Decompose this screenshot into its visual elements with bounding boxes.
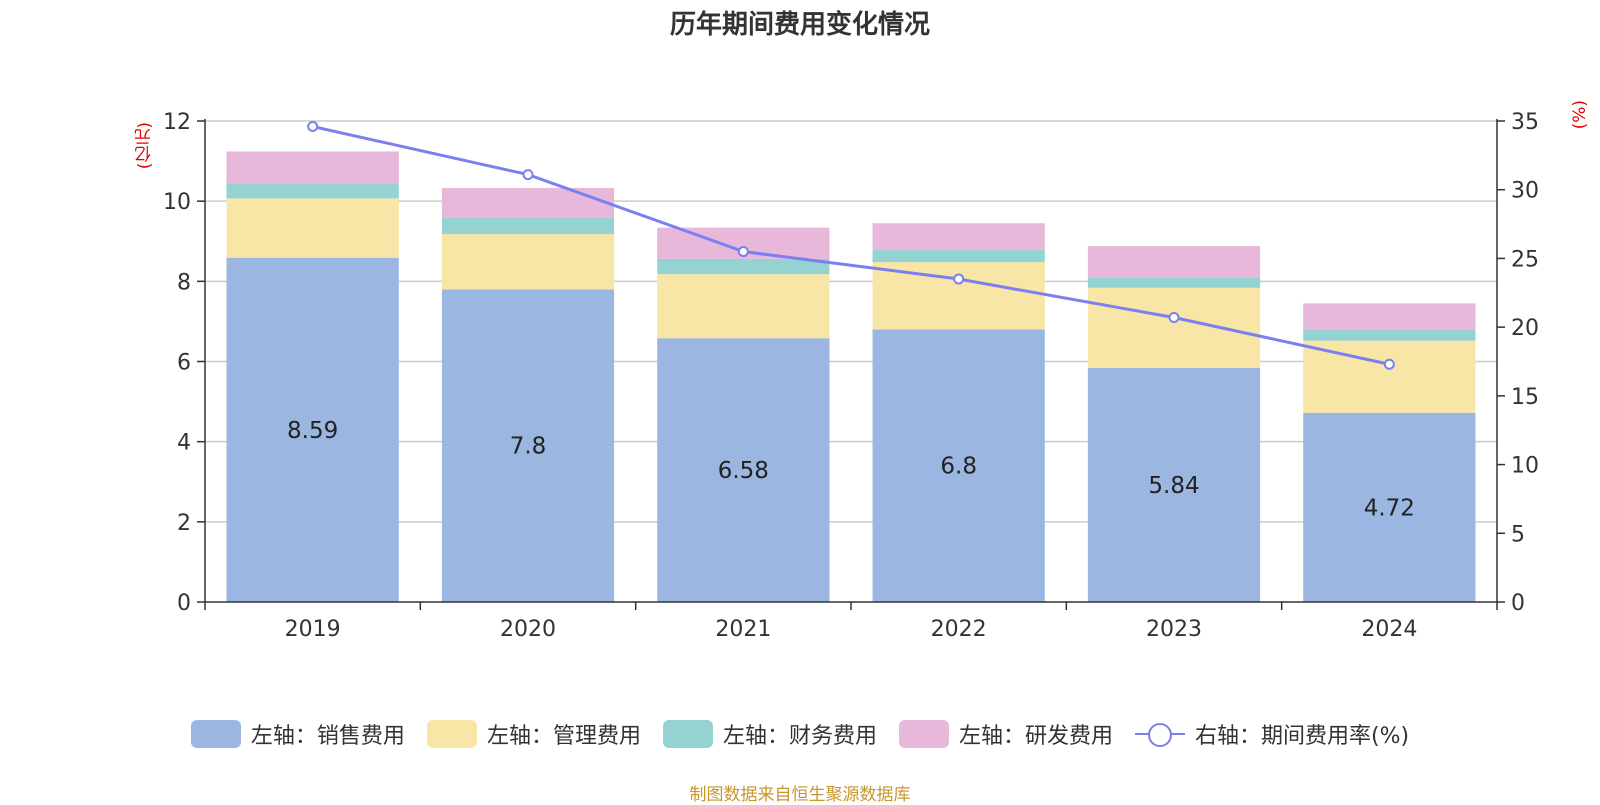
left-tick-label: 6 <box>177 351 191 376</box>
right-tick-label: 35 <box>1511 110 1539 135</box>
legend-label: 左轴：管理费用 <box>486 724 641 749</box>
bar-segment <box>441 234 615 290</box>
x-tick-label: 2020 <box>500 617 556 642</box>
bar-segment <box>872 223 1045 251</box>
legend-swatch <box>898 720 949 748</box>
legend-item[interactable]: 左轴：销售费用 <box>190 718 405 750</box>
rate-point <box>953 273 965 285</box>
bar-value-label: 8.59 <box>287 418 338 444</box>
chart-title: 历年期间费用变化情况 <box>669 10 930 40</box>
right-tick-label: 25 <box>1511 247 1539 272</box>
bar-segment <box>872 250 1045 263</box>
right-tick-label: 30 <box>1511 179 1539 204</box>
bar-value-label: 4.72 <box>1364 495 1415 521</box>
legend-item[interactable]: 左轴：研发费用 <box>898 718 1113 750</box>
bar-segment <box>226 257 399 602</box>
legend-item[interactable]: 左轴：管理费用 <box>426 718 641 750</box>
bar-segment <box>441 218 615 235</box>
x-tick-label: 2022 <box>931 617 987 642</box>
legend-swatch <box>1134 720 1185 748</box>
right-tick-label: 5 <box>1511 522 1525 547</box>
x-tick-label: 2021 <box>715 617 771 642</box>
right-tick-label: 15 <box>1511 385 1539 410</box>
bar-segment <box>1087 287 1261 368</box>
legend-swatch <box>662 720 713 748</box>
left-tick-label: 8 <box>177 270 191 295</box>
bar-segment <box>1087 277 1261 288</box>
legend-label: 左轴：研发费用 <box>958 724 1113 749</box>
source-note: 制图数据来自恒生聚源数据库 <box>689 785 911 805</box>
bar-segment <box>1087 367 1261 602</box>
bar-segment <box>226 183 399 199</box>
right-tick-label: 20 <box>1511 316 1539 341</box>
rate-point <box>1383 358 1395 370</box>
rate-point <box>1168 312 1180 324</box>
bar-segment <box>226 198 399 258</box>
bar-segment <box>657 338 830 602</box>
left-tick-label: 2 <box>177 511 191 536</box>
bar-segment <box>1303 329 1476 341</box>
rate-line <box>312 125 1390 366</box>
legend-label: 左轴：财务费用 <box>722 724 877 749</box>
bar-value-label: 7.8 <box>510 434 547 460</box>
legend-label: 左轴：销售费用 <box>250 724 405 749</box>
right-tick-label: 10 <box>1511 454 1539 479</box>
rate-point <box>307 120 319 132</box>
legend: 左轴：销售费用 左轴：管理费用 左轴：财务费用 左轴：研发费用 右轴：期间费用率(%) <box>0 718 1600 750</box>
legend-swatch <box>190 720 241 748</box>
rate-point <box>522 169 534 181</box>
bar-segment <box>226 151 399 184</box>
bar-segment <box>441 187 615 219</box>
legend-swatch <box>426 720 477 748</box>
legend-item[interactable]: 右轴：期间费用率(%) <box>1134 718 1410 750</box>
bar-segment <box>1087 246 1261 278</box>
bar-value-label: 6.8 <box>940 454 977 480</box>
bar-segment <box>872 329 1045 602</box>
left-tick-label: 0 <box>177 591 191 616</box>
chart-canvas: 0 2 4 6 8 10 12 0 5 10 15 20 25 30 35 8.59 7.8 6.58 6.8 5.8… <box>163 110 1539 642</box>
x-tick-label: 2024 <box>1361 617 1417 642</box>
left-tick-label: 10 <box>163 190 191 215</box>
bar-segment <box>1303 412 1476 602</box>
bar-segment <box>657 258 830 275</box>
bar-value-label: 6.58 <box>718 458 769 484</box>
legend-label: 右轴：期间费用率(%) <box>1194 724 1410 749</box>
bar-segment <box>657 274 830 339</box>
bar-segment <box>441 289 615 602</box>
bar-segment <box>872 262 1045 330</box>
x-tick-label: 2023 <box>1146 617 1202 642</box>
rate-point <box>737 246 749 258</box>
bar-segment <box>1303 303 1476 330</box>
bar-value-label: 5.84 <box>1148 473 1199 499</box>
left-tick-label: 4 <box>177 431 191 456</box>
legend-item[interactable]: 左轴：财务费用 <box>662 718 877 750</box>
x-tick-label: 2019 <box>285 617 341 642</box>
left-tick-label: 12 <box>163 110 191 135</box>
right-tick-label: 0 <box>1511 591 1525 616</box>
